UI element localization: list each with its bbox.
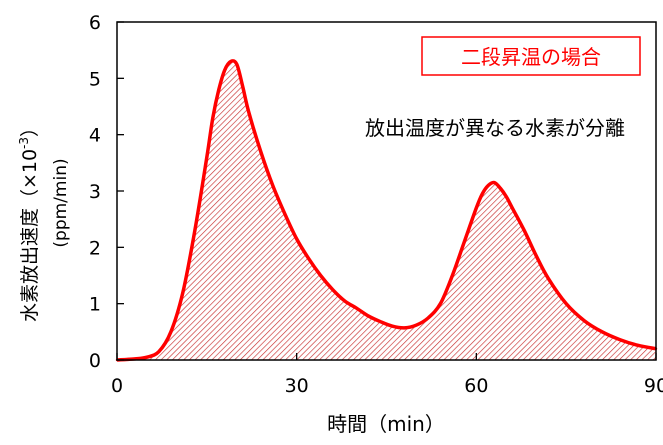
data-point — [439, 302, 442, 305]
data-point — [391, 325, 394, 328]
data-point — [535, 254, 538, 257]
area-layer — [115, 59, 658, 362]
data-point — [547, 277, 550, 280]
data-point — [451, 274, 454, 277]
data-point — [618, 338, 622, 341]
y-tick-label: 3 — [89, 181, 101, 203]
data-point — [403, 326, 406, 330]
y-tick-label: 4 — [89, 125, 101, 147]
data-point — [427, 316, 430, 319]
data-point — [600, 330, 604, 334]
data-point — [475, 206, 478, 210]
y-axis-unit: (ppm/min) — [51, 158, 71, 247]
x-tick-label: 90 — [644, 375, 663, 397]
data-point — [511, 206, 514, 210]
data-point — [331, 288, 334, 291]
data-point — [582, 319, 586, 322]
y-tick-label: 6 — [89, 12, 101, 34]
data-point — [505, 195, 508, 198]
data-point — [319, 274, 322, 277]
data-point — [343, 299, 346, 303]
data-point — [283, 212, 286, 215]
data-point — [636, 344, 640, 347]
data-point — [181, 291, 185, 294]
data-point — [499, 186, 502, 190]
y-axis-title-close: ） — [19, 118, 41, 137]
data-point — [463, 240, 466, 243]
y-tick-label: 2 — [89, 237, 101, 259]
data-point — [355, 306, 358, 310]
data-point — [493, 181, 496, 184]
y-tick-label: 5 — [89, 68, 101, 90]
x-tick-label: 0 — [111, 375, 123, 397]
data-point — [379, 320, 382, 323]
data-point — [367, 314, 370, 318]
data-point — [481, 192, 484, 196]
x-axis-title: 時間（min） — [327, 412, 445, 436]
data-point — [235, 63, 238, 66]
x-tick-label: 60 — [464, 375, 488, 397]
annotation-box — [421, 36, 641, 76]
data-point — [193, 229, 197, 232]
data-point — [271, 184, 274, 187]
x-tick-label: 30 — [285, 375, 309, 397]
data-point — [523, 229, 526, 232]
data-point — [247, 110, 250, 114]
annotation-label: 放出温度が異なる水素が分離 — [365, 116, 625, 140]
data-point — [564, 302, 568, 305]
data-point — [415, 323, 418, 327]
data-point — [229, 60, 232, 63]
annotation-label-boxed: 二段昇温の場合 — [461, 45, 601, 69]
y-axis-title-exponent: -3 — [17, 137, 31, 149]
data-point — [223, 68, 226, 72]
data-point — [211, 116, 215, 119]
data-point — [295, 237, 298, 241]
y-axis-title: 水素放出速度（×10-3） — [17, 118, 41, 322]
data-point — [157, 350, 161, 353]
y-axis-title-main: 水素放出速度（×10 — [19, 149, 41, 322]
data-point — [217, 88, 221, 91]
data-point — [307, 257, 310, 260]
series-area-fill — [117, 60, 656, 360]
data-point — [145, 355, 149, 359]
data-point — [205, 156, 209, 159]
y-tick-label: 1 — [89, 294, 101, 316]
data-point — [487, 184, 490, 187]
data-point — [241, 85, 244, 88]
data-point — [259, 150, 262, 153]
y-tick-label: 0 — [89, 350, 101, 372]
data-point — [169, 330, 173, 334]
